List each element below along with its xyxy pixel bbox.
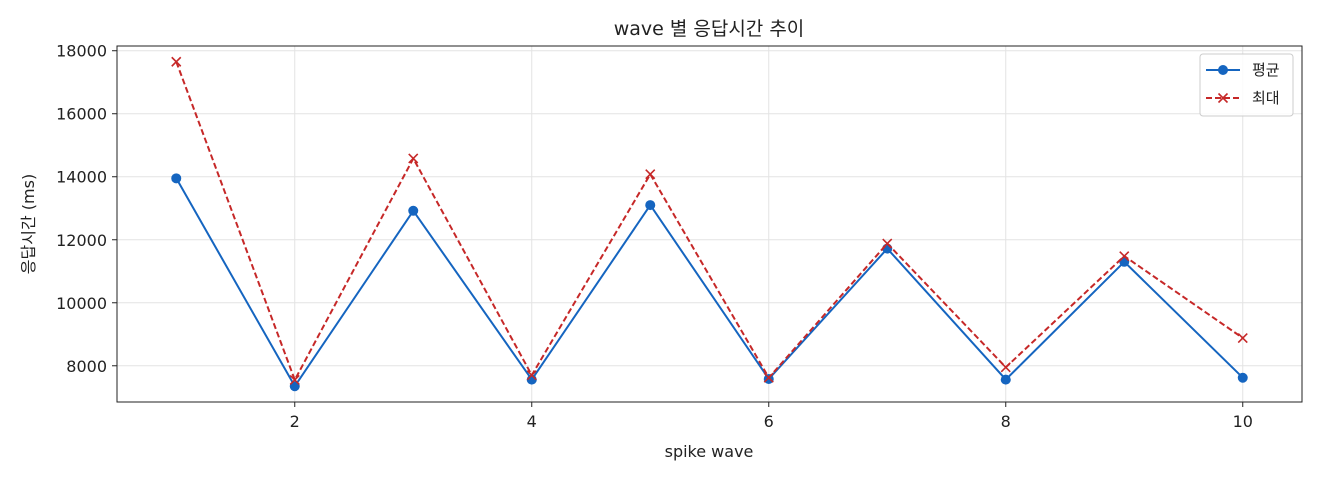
data-point-0 [289, 381, 300, 392]
data-point-1 [1119, 251, 1130, 262]
series-line-1 [175, 61, 1244, 381]
y-axis-title: 응답시간 (ms) [19, 174, 38, 274]
legend-marker-mean [1218, 65, 1228, 75]
series-line-0 [175, 177, 1244, 388]
legend-label-mean: 평균 [1252, 61, 1280, 79]
y-tick-label: 18000 [56, 42, 107, 61]
legend: 평균 최대 [1199, 53, 1294, 117]
legend-marker-max [1217, 92, 1229, 104]
x-tick-label: 8 [1001, 412, 1011, 431]
x-tick-label: 6 [764, 412, 774, 431]
y-tick-label: 14000 [56, 168, 107, 187]
data-point-1 [1237, 332, 1248, 344]
data-point-1 [526, 370, 537, 381]
data-point-1 [1000, 362, 1011, 373]
series-layer [171, 56, 1248, 392]
plot-frame [116, 45, 1303, 403]
data-point-0 [1000, 374, 1011, 385]
data-point-1 [289, 374, 300, 386]
data-point-1 [882, 238, 893, 249]
data-point-0 [408, 205, 419, 216]
axis-ticks: 2 4 6 8 10 8000 10000 12000 14000 16000 18000 [56, 42, 1253, 431]
x-tick-label: 4 [527, 412, 537, 431]
legend-label-max: 최대 [1252, 89, 1280, 107]
data-point-0 [645, 200, 656, 211]
data-point-1 [645, 169, 656, 180]
data-point-1 [763, 372, 774, 383]
data-point-1 [408, 153, 419, 164]
data-point-0 [1237, 372, 1248, 383]
chart-title: wave 별 응답시간 추이 [614, 18, 805, 40]
y-tick-label: 10000 [56, 294, 107, 313]
x-tick-label: 10 [1233, 412, 1253, 431]
y-tick-label: 16000 [56, 105, 107, 124]
grid [117, 46, 1302, 402]
y-tick-label: 12000 [56, 231, 107, 250]
x-tick-label: 2 [290, 412, 300, 431]
x-axis-title: spike wave [665, 442, 754, 461]
data-point-1 [171, 56, 182, 67]
y-tick-label: 8000 [66, 357, 107, 376]
data-point-0 [763, 374, 774, 385]
data-point-0 [171, 173, 182, 184]
